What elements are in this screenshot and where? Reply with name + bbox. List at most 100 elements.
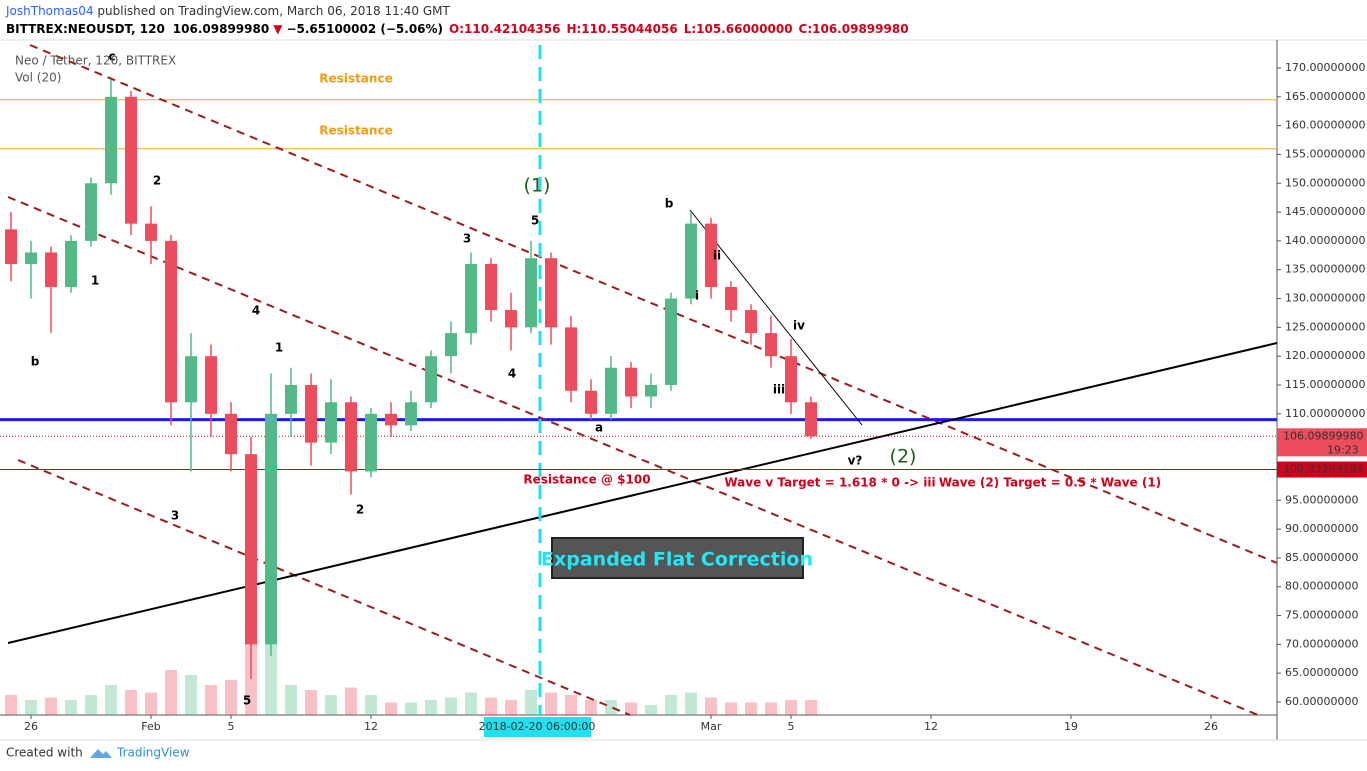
trend-line [7,342,1278,644]
arrow: ▼ [273,22,283,36]
candle-body [25,252,37,264]
candle-body [5,229,17,264]
volume-bar [25,700,37,715]
y-tick-label: 120.00000000 [1285,349,1365,362]
x-tick-label: 26 [24,720,38,733]
volume-bar [205,685,217,715]
annotation: 2 [153,174,161,188]
annotation: 3 [463,232,471,246]
y-tick-label: 65.00000000 [1285,666,1358,679]
candle-body [45,252,57,288]
candle-body [705,223,717,288]
y-tick-label: 130.00000000 [1285,292,1365,305]
footer-created: Created with [6,746,83,760]
published: published on TradingView.com, March 06, … [94,4,451,18]
candle-body [265,413,277,645]
y-tick-label: 80.00000000 [1285,580,1358,593]
candle-body [605,367,617,414]
y-tick-label: 90.00000000 [1285,522,1358,535]
candle-body [225,413,237,455]
y-tick-label: 75.00000000 [1285,609,1358,622]
candle-body [765,333,777,357]
candle-body [465,263,477,334]
volume-bar [665,695,677,715]
candle-body [185,356,197,403]
candle-body [385,413,397,426]
volume-bar [745,702,757,715]
note-box [551,537,804,579]
y-tick-label: 135.00000000 [1285,263,1365,276]
annotation: Resistance [319,72,392,86]
candle-body [585,390,597,414]
author[interactable]: JoshThomas04 [5,4,94,18]
crosshair-box [484,717,591,737]
annotation: 4 [508,367,516,381]
volume-bar [225,680,237,715]
candle-body [285,385,297,414]
x-tick-label: 5 [228,720,235,733]
annotation: iv [793,319,805,333]
candle-body [725,287,737,311]
channel-line [17,459,631,716]
target-box [1277,461,1367,478]
volume-bar [365,695,377,715]
volume-bar [405,702,417,715]
candle-body [565,327,577,391]
candle-body [145,223,157,241]
annotation: 3 [171,509,179,523]
channel-line [7,196,1259,716]
annotation: v? [848,454,863,468]
footer-brand[interactable]: TradingView [116,746,190,760]
y-tick-label: 160.00000000 [1285,119,1365,132]
y-tick-label: 165.00000000 [1285,90,1365,103]
volume-bar [65,700,77,715]
candle-body [425,356,437,403]
y-tick-label: 155.00000000 [1285,147,1365,160]
volume-bar [325,695,337,715]
volume-bar [605,700,617,715]
annotation: iii [773,383,785,397]
annotation: 1 [275,341,283,355]
annotation: b [31,355,40,369]
candle-body [485,263,497,311]
volume-bar [265,640,277,715]
candle-body [65,240,77,288]
y-tick-label: 140.00000000 [1285,234,1365,247]
ohlc-line: BITTREX:NEOUSDT, 120 106.09899980 ▼ −5.6510… [6,22,909,36]
candle-layer [5,79,817,679]
candle-body [745,310,757,334]
y-tick-label: 150.00000000 [1285,176,1365,189]
volume-bar [705,697,717,715]
change: −5.65100002 (−5.06%) [286,22,443,36]
candle-body [125,96,137,224]
close: C:106.09899980 [799,22,909,36]
drawings [0,44,1278,716]
open: O:110.42104356 [449,22,560,36]
y-tick-label: 110.00000000 [1285,407,1365,420]
candle-body [685,223,697,299]
note-text: Expanded Flat Correction [541,549,813,571]
volume-bar [45,697,57,715]
volume-bar [305,690,317,715]
x-tick-label: Feb [141,720,160,733]
candle-body [645,385,657,397]
volume-bar [285,685,297,715]
y-tick-label: 145.00000000 [1285,205,1365,218]
volume-bar [125,690,137,715]
volume-bar [685,692,697,715]
annotation: ii [713,249,721,263]
last-price-label: 106.09899980 [1283,429,1363,442]
annotation: 2 [356,503,364,517]
y-tick-label: 125.00000000 [1285,320,1365,333]
volume-bar [645,705,657,715]
candle-body [805,402,817,437]
last: 106.09899980 [173,22,269,36]
volume-bar [765,702,777,715]
x-tick-label: 26 [1204,720,1218,733]
low: L:105.66000000 [684,22,793,36]
x-tick-label: 12 [364,720,378,733]
